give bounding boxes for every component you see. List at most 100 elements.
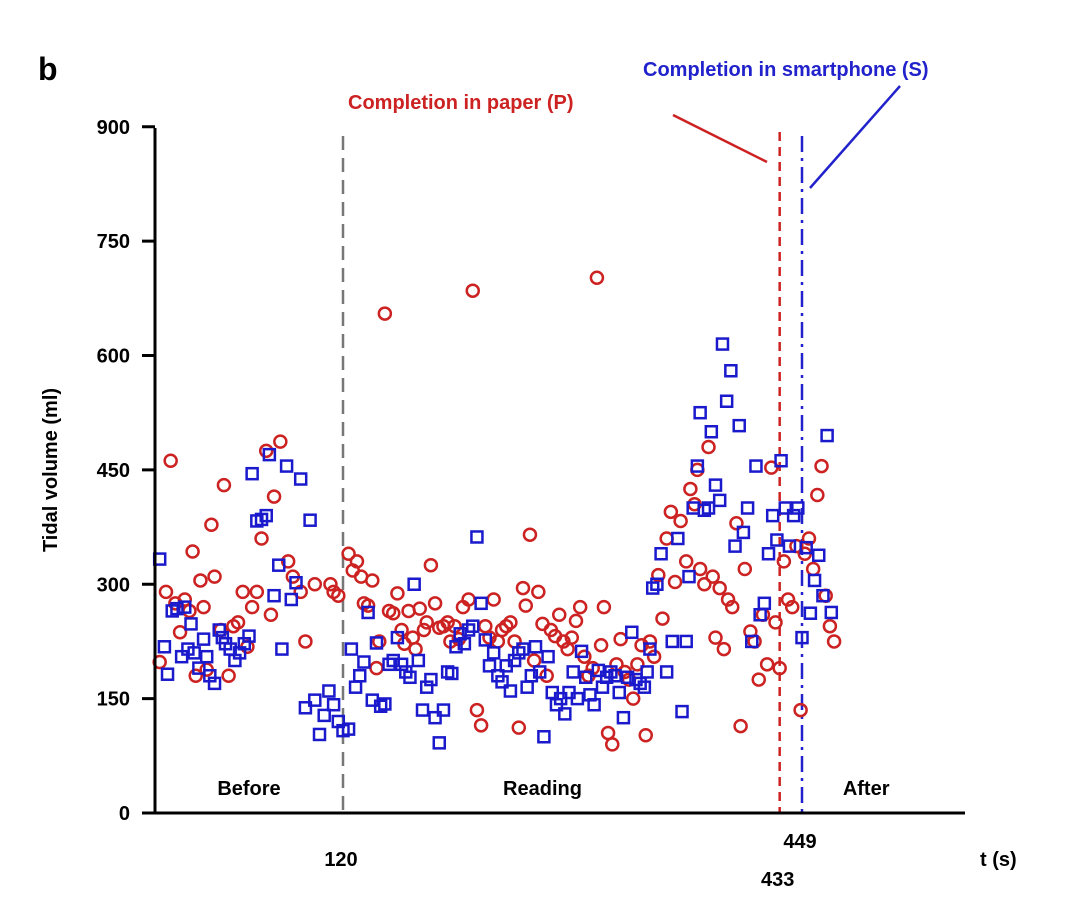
data-point-circle — [323, 577, 338, 592]
data-point-square — [293, 472, 308, 486]
data-point-square — [537, 730, 551, 744]
data-point-circle — [244, 599, 260, 615]
data-point-square — [275, 642, 289, 656]
data-point-circle — [307, 577, 323, 592]
data-point-square — [704, 425, 719, 439]
data-point-square — [503, 684, 518, 698]
data-point-square — [259, 508, 273, 523]
data-point-square — [791, 501, 805, 515]
data-point-circle — [663, 504, 679, 520]
data-point-square — [512, 646, 526, 660]
data-point-square — [348, 680, 363, 694]
data-point-circle — [789, 538, 804, 554]
data-point-circle — [764, 460, 779, 475]
data-point-square — [357, 655, 371, 669]
data-point-square — [757, 596, 772, 611]
data-point-circle — [249, 584, 265, 600]
data-point-square — [532, 665, 547, 679]
data-point-circle — [196, 599, 211, 615]
data-point-circle — [801, 531, 817, 546]
data-point-square — [566, 665, 580, 679]
y-tick-label: 450 — [97, 460, 130, 482]
data-point-square — [671, 531, 685, 546]
data-point-circle — [416, 622, 432, 638]
data-point-circle — [701, 439, 716, 455]
data-point-circle — [814, 458, 829, 474]
data-point-circle — [733, 718, 748, 734]
data-point-square — [608, 669, 622, 683]
data-point-circle — [712, 580, 727, 596]
paper-completion-annotation: Completion in paper (P) — [348, 92, 768, 164]
data-point-circle — [377, 306, 393, 321]
data-point-square — [612, 685, 626, 700]
data-point-square — [449, 640, 463, 654]
data-point-square — [620, 670, 635, 685]
data-point-square — [712, 493, 727, 508]
y-tick-label: 750 — [97, 231, 130, 253]
data-point-square — [407, 577, 421, 591]
data-point-square — [558, 707, 572, 721]
data-point-circle — [692, 561, 708, 577]
data-point-square — [715, 337, 730, 351]
phase-label: After — [843, 778, 890, 800]
data-points — [152, 270, 842, 752]
y-tick-label: 0 — [119, 803, 130, 825]
y-tick-label: 600 — [97, 346, 130, 368]
y-ticks: 0 150 300 450 600 750 900 — [97, 117, 155, 825]
data-point-square — [184, 617, 198, 631]
data-point-square — [212, 623, 226, 637]
data-point-circle — [341, 546, 356, 561]
data-point-circle — [369, 660, 384, 676]
data-point-circle — [469, 702, 485, 718]
data-point-square — [478, 633, 493, 647]
y-tick-label: 900 — [97, 117, 130, 139]
data-point-circle — [667, 574, 683, 590]
data-point-square — [382, 657, 396, 672]
data-point-circle — [193, 573, 208, 588]
data-point-square — [679, 634, 693, 649]
data-point-square — [486, 646, 501, 660]
data-point-square — [675, 704, 689, 719]
data-point-circle — [784, 599, 800, 615]
data-point-circle — [522, 527, 538, 542]
data-point-square — [697, 503, 712, 518]
data-point-circle — [440, 615, 455, 630]
data-point-square — [728, 539, 742, 553]
data-point-circle — [349, 554, 365, 569]
data-point-circle — [822, 618, 838, 634]
data-point-circle — [360, 598, 376, 613]
data-point-circle — [625, 691, 641, 706]
data-point-square — [778, 501, 793, 515]
data-point-square — [157, 640, 172, 654]
data-point-circle — [405, 630, 421, 645]
data-point-square — [289, 575, 303, 590]
data-point-square — [394, 657, 409, 672]
data-point-square — [272, 558, 286, 572]
data-point-circle — [531, 584, 546, 600]
data-point-circle — [515, 580, 531, 596]
data-point-circle — [776, 554, 792, 569]
data-point-square — [761, 547, 776, 561]
data-point-square — [786, 508, 801, 523]
data-point-circle — [503, 615, 518, 630]
data-point-circle — [724, 599, 740, 615]
data-point-square — [187, 646, 201, 660]
data-point-square — [745, 634, 759, 649]
data-point-circle — [708, 630, 723, 645]
data-point-square — [170, 601, 184, 616]
data-point-circle — [390, 586, 405, 601]
data-point-square — [308, 693, 322, 707]
data-point-square — [770, 533, 784, 547]
data-point-square — [693, 405, 707, 420]
data-point-square — [659, 665, 674, 679]
data-point-square — [465, 619, 480, 633]
data-point-circle — [596, 599, 612, 615]
data-point-circle — [646, 649, 662, 664]
data-point-square — [160, 667, 175, 681]
data-point-circle — [518, 598, 534, 613]
data-point-circle — [589, 270, 605, 285]
data-point-circle — [412, 601, 427, 616]
data-point-circle — [473, 718, 489, 733]
data-point-circle — [605, 737, 620, 752]
data-point-circle — [207, 569, 222, 584]
